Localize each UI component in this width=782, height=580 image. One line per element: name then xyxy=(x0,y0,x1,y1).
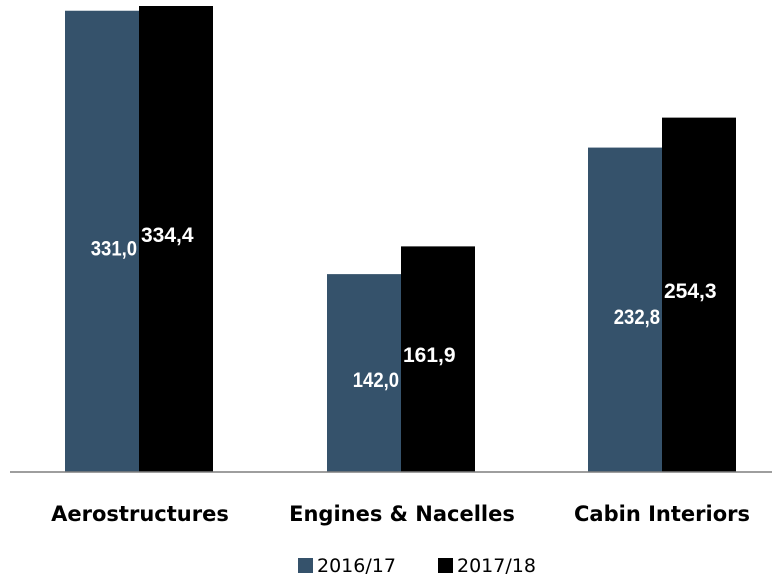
bar-aerostructures-2016-17 xyxy=(65,10,139,473)
legend-label: 2017/18 xyxy=(457,555,536,577)
bar-cabin-interiors-2017-18 xyxy=(662,117,736,472)
bar-aerostructures-2017-18 xyxy=(139,6,213,472)
bars-layer xyxy=(65,6,736,473)
tick-label-cabin-interiors: Cabin Interiors xyxy=(574,502,750,526)
legend: 2016/17 2017/18 xyxy=(298,555,536,577)
data-label-aerostructures-2016-17: 331,0 xyxy=(91,237,137,260)
legend-swatch xyxy=(298,558,313,573)
tick-label-engines-and-nacelles: Engines & Nacelles xyxy=(289,502,515,526)
bar-engines-and-nacelles-2016-17 xyxy=(327,274,401,472)
data-labels-layer: 331,0 142,0 232,8 334,4 161,9 254,3 xyxy=(91,224,717,392)
data-label-cabin-interiors-2017-18: 254,3 xyxy=(664,280,717,303)
bar-cabin-interiors-2016-17 xyxy=(588,147,662,472)
data-label-engines-and-nacelles-2016-17: 142,0 xyxy=(353,369,399,392)
x-tick-labels: Aerostructures Engines & Nacelles Cabin In… xyxy=(51,502,750,526)
bar-engines-and-nacelles-2017-18 xyxy=(401,246,475,472)
legend-label: 2016/17 xyxy=(317,555,396,577)
data-label-engines-and-nacelles-2017-18: 161,9 xyxy=(403,344,456,367)
legend-item-2016-17: 2016/17 xyxy=(298,555,396,577)
data-label-cabin-interiors-2016-17: 232,8 xyxy=(614,306,660,329)
tick-label-aerostructures: Aerostructures xyxy=(51,502,229,526)
data-label-aerostructures-2017-18: 334,4 xyxy=(141,224,194,247)
legend-item-2017-18: 2017/18 xyxy=(438,555,536,577)
legend-swatch xyxy=(438,558,453,573)
